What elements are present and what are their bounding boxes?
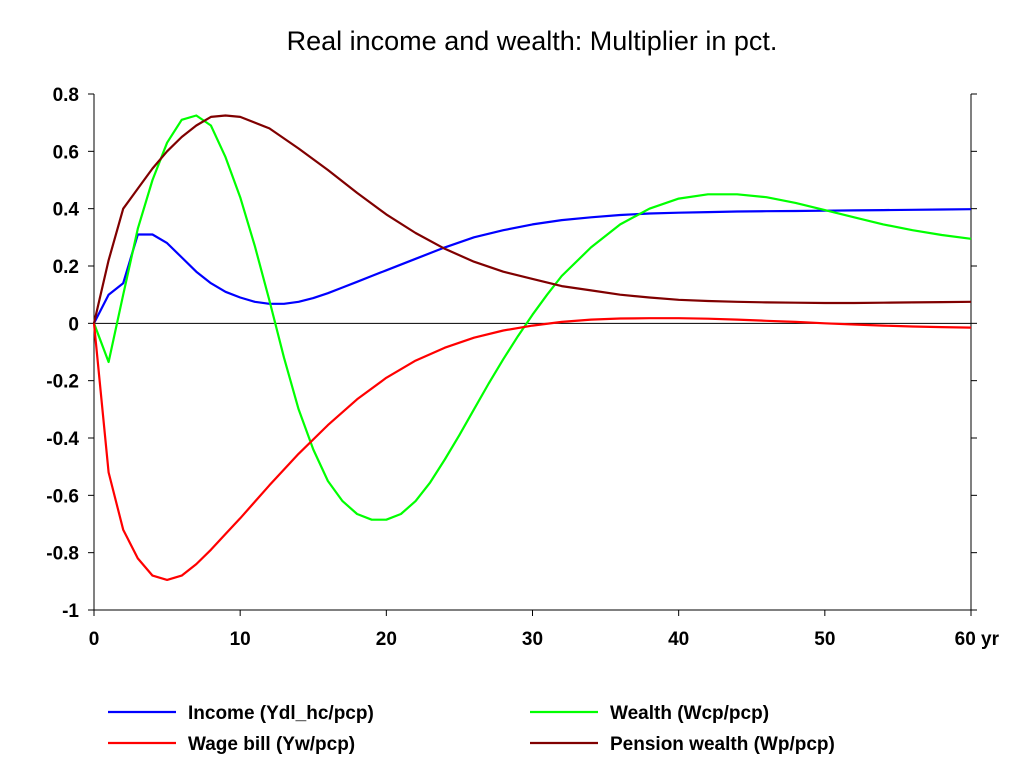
y-tick-label: -0.2	[46, 372, 79, 393]
y-tick-label: 0.6	[53, 142, 79, 163]
legend-label: Wealth (Wcp/pcp)	[610, 703, 769, 724]
y-tick-label: -0.4	[46, 429, 79, 450]
x-tick-label: 10	[230, 629, 251, 650]
series-line-2	[92, 114, 972, 521]
x-tick-label: 20	[376, 629, 397, 650]
y-tick-label: 0.8	[53, 85, 79, 106]
axis-ticks: -1 -0.8 -0.6 -0.4 -0.2 0 0.2 0.4 0.6 0.8 0 10 20 30 40…	[46, 85, 999, 650]
legend: Income (Ydl_hc/pcp) Wealth (Wcp/pcp) Wage …	[108, 703, 835, 755]
x-tick-label: 0	[89, 629, 100, 650]
y-tick-label: 0.4	[53, 200, 80, 221]
y-tick-label: -0.6	[46, 486, 79, 507]
legend-label: Wage bill (Yw/pcp)	[188, 734, 355, 755]
y-tick-label: 0	[68, 314, 79, 335]
y-tick-label: 0.2	[53, 257, 79, 278]
legend-label: Income (Ydl_hc/pcp)	[188, 703, 374, 724]
series-line-1	[93, 208, 972, 324]
series-line-4	[92, 114, 972, 324]
x-tick-label: 50	[814, 629, 835, 650]
x-tick-label: 60 yr	[955, 629, 1000, 650]
series-line-3	[92, 317, 972, 582]
chart-title: Real income and wealth: Multiplier in pc…	[287, 26, 778, 56]
legend-item: Wealth (Wcp/pcp)	[530, 703, 769, 724]
legend-item: Wage bill (Yw/pcp)	[108, 734, 355, 755]
legend-item: Income (Ydl_hc/pcp)	[108, 703, 374, 724]
legend-item: Pension wealth (Wp/pcp)	[530, 734, 835, 755]
y-tick-label: -0.8	[46, 544, 79, 565]
x-tick-label: 40	[668, 629, 689, 650]
y-tick-label: -1	[62, 601, 79, 622]
legend-label: Pension wealth (Wp/pcp)	[610, 734, 835, 755]
x-tick-label: 30	[522, 629, 543, 650]
series-layer	[92, 114, 972, 582]
